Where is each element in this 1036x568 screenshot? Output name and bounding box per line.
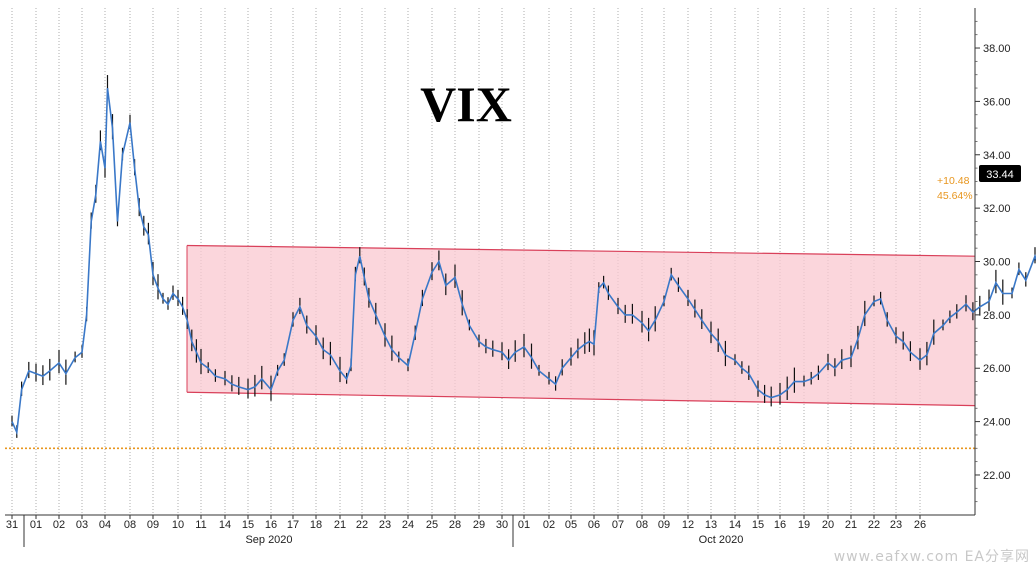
- x-tick-label-29: 12: [682, 519, 694, 531]
- chart-title: VIX: [420, 76, 512, 132]
- x-tick-label-13: 18: [310, 519, 322, 531]
- x-axis: 31 01 02 03 04 08 09 10 11 14 15 16 17 18 21 22 23 24 25 28…: [5, 514, 975, 547]
- x-tick-label-23: 02: [543, 519, 555, 531]
- y-tick-label-3: 28.00: [983, 310, 1011, 322]
- channel-upper: [186, 244, 976, 257]
- x-tick-label-21: 30: [496, 519, 508, 531]
- x-tick-label-2: 02: [53, 519, 65, 531]
- x-tick-label-28: 09: [658, 519, 670, 531]
- x-tick-label-3: 03: [76, 519, 88, 531]
- x-tick-label-26: 07: [612, 519, 624, 531]
- x-tick-label-39: 26: [914, 519, 926, 531]
- x-tick-label-12: 17: [287, 519, 299, 531]
- x-tick-label-24: 05: [565, 519, 577, 531]
- x-tick-label-36: 21: [845, 519, 857, 531]
- x-tick-label-25: 06: [588, 519, 600, 531]
- x-tick-label-19: 28: [449, 519, 461, 531]
- x-tick-label-33: 16: [774, 519, 786, 531]
- x-tick-label-7: 10: [172, 519, 184, 531]
- x-tick-label-27: 08: [636, 519, 648, 531]
- y-tick-label-8: 38.00: [983, 43, 1011, 55]
- x-tick-label-20: 29: [473, 519, 485, 531]
- x-tick-label-4: 04: [99, 519, 111, 531]
- y-tick-label-0: 22.00: [983, 470, 1011, 482]
- x-tick-label-37: 22: [868, 519, 880, 531]
- x-tick-label-32: 15: [752, 519, 764, 531]
- x-tick-label-0: 31: [6, 519, 18, 531]
- x-tick-label-22: 01: [518, 519, 530, 531]
- series-vix: [11, 75, 1036, 438]
- series-line: [11, 88, 1036, 436]
- channel-fill: [187, 245, 975, 406]
- last-value-label: 33.44: [986, 169, 1014, 181]
- x-tick-label-17: 24: [402, 519, 414, 531]
- y-tick-label-4: 30.00: [983, 257, 1011, 269]
- x-tick-label-31: 14: [729, 519, 741, 531]
- last-value-badge: 33.44: [979, 165, 1021, 182]
- annotation-pct-change: 45.64%: [937, 190, 973, 202]
- x-tick-label-16: 23: [379, 519, 391, 531]
- x-tick-label-15: 22: [356, 519, 368, 531]
- x-tick-label-35: 20: [822, 519, 834, 531]
- grid-lines: [11, 8, 921, 515]
- x-tick-label-8: 11: [195, 519, 206, 531]
- y-tick-label-6: 34.00: [983, 150, 1011, 162]
- annotation-change: +10.48: [937, 175, 970, 187]
- x-tick-label-11: 16: [265, 519, 277, 531]
- x-tick-label-38: 23: [890, 519, 902, 531]
- y-tick-label-2: 26.00: [983, 363, 1011, 375]
- y-tick-label-5: 32.00: [983, 203, 1011, 215]
- y-axis: 22.00 24.00 26.00 28.00 30.00 32.00 34.00 36.00…: [974, 8, 1011, 515]
- x-tick-label-14: 21: [334, 519, 346, 531]
- channel-band: [186, 244, 976, 407]
- y-tick-label-7: 36.00: [983, 96, 1011, 108]
- x-tick-label-9: 14: [219, 519, 231, 531]
- x-tick-label-6: 09: [147, 519, 159, 531]
- month-label-0: Sep 2020: [245, 534, 292, 546]
- x-tick-label-34: 19: [798, 519, 810, 531]
- x-tick-label-10: 15: [242, 519, 254, 531]
- y-tick-label-1: 24.00: [983, 417, 1011, 429]
- x-tick-label-5: 08: [124, 519, 136, 531]
- x-tick-label-1: 01: [30, 519, 42, 531]
- watermark: www.eafxw.com EA分享网: [833, 549, 1030, 565]
- x-tick-label-30: 13: [705, 519, 717, 531]
- x-tick-label-18: 25: [426, 519, 438, 531]
- channel-lower: [186, 391, 976, 407]
- month-label-1: Oct 2020: [699, 534, 744, 546]
